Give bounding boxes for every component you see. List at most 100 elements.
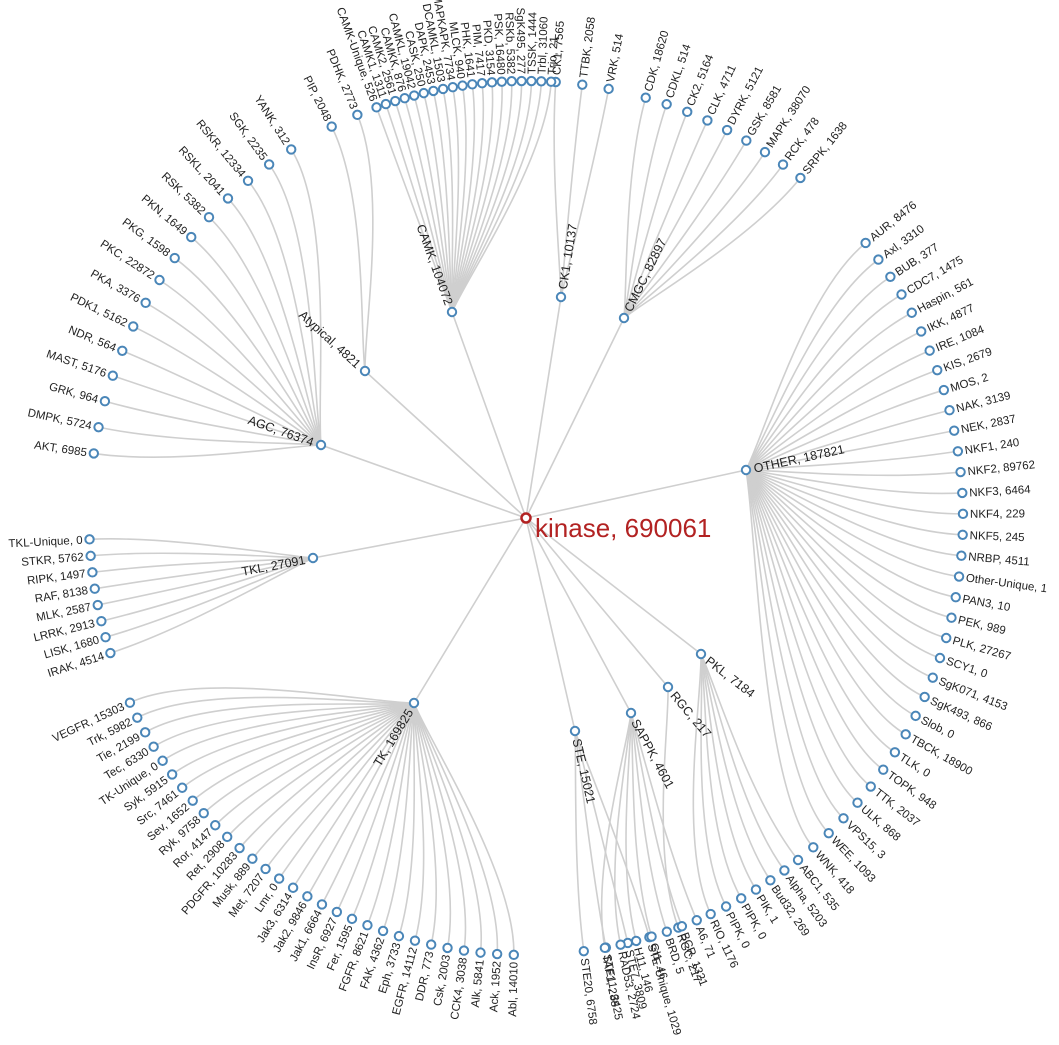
leaf-node-marker[interactable] — [765, 875, 776, 886]
leaf-node-marker[interactable] — [838, 813, 849, 824]
leaf-node-marker[interactable] — [486, 77, 498, 88]
group-node-marker[interactable] — [569, 725, 581, 737]
leaf-node-marker[interactable] — [425, 939, 437, 950]
leaf-node-marker[interactable] — [910, 710, 921, 722]
leaf-node-marker[interactable] — [210, 820, 221, 831]
leaf-node-marker[interactable] — [792, 854, 804, 866]
leaf-node-marker[interactable] — [630, 935, 642, 947]
leaf-node-ndr-564[interactable]: NDR, 564 — [66, 324, 128, 356]
leaf-node-marker[interactable] — [132, 712, 143, 723]
leaf-node-marker[interactable] — [955, 466, 966, 478]
leaf-node-alk-5841[interactable]: Alk, 5841 — [470, 947, 487, 1008]
group-node-ck1[interactable]: CK1, 10137 — [555, 223, 580, 303]
leaf-node-marker[interactable] — [950, 592, 961, 603]
leaf-node-marker[interactable] — [437, 83, 449, 95]
leaf-node-marker[interactable] — [157, 755, 168, 766]
leaf-node-marker[interactable] — [247, 853, 258, 864]
leaf-node-marker[interactable] — [107, 370, 119, 381]
leaf-node-marker[interactable] — [377, 925, 389, 937]
leaf-node-marker[interactable] — [705, 908, 716, 920]
leaf-node-marker[interactable] — [89, 583, 100, 594]
leaf-node-marker[interactable] — [956, 550, 967, 561]
leaf-node-nkf4-229[interactable]: NKF4, 229 — [957, 508, 1025, 521]
leaf-node-marker[interactable] — [458, 945, 470, 956]
group-node-marker[interactable] — [408, 697, 420, 709]
leaf-node-marker[interactable] — [578, 945, 589, 957]
leaf-node-trio-21[interactable]: Trio, 21 — [545, 36, 561, 87]
leaf-node-marker[interactable] — [795, 172, 806, 184]
leaf-node-marker[interactable] — [316, 899, 328, 910]
leaf-node-marker[interactable] — [326, 121, 337, 132]
group-node-marker[interactable] — [695, 648, 707, 660]
leaf-node-marker[interactable] — [409, 90, 420, 101]
leaf-node-marker[interactable] — [176, 782, 188, 793]
leaf-node-marker[interactable] — [496, 76, 508, 87]
leaf-node-nkf2-89762[interactable]: NKF2, 89762 — [955, 459, 1036, 478]
leaf-node-marker[interactable] — [85, 550, 96, 562]
leaf-node-marker[interactable] — [957, 487, 968, 499]
leaf-node-marker[interactable] — [447, 81, 458, 93]
leaf-node-marker[interactable] — [702, 115, 713, 126]
leaf-node-marker[interactable] — [467, 79, 478, 90]
leaf-node-marker[interactable] — [346, 913, 358, 925]
leaf-node-marker[interactable] — [491, 948, 503, 960]
leaf-node-marker[interactable] — [428, 85, 439, 97]
leaf-node-pim-7417[interactable]: PIM, 7417 — [469, 24, 488, 89]
leaf-node-tssk-1444[interactable]: TSSK, 1444 — [526, 11, 540, 87]
leaf-node-abl-14010[interactable]: Abl, 14010 — [507, 949, 521, 1017]
leaf-node-marker[interactable] — [221, 831, 233, 843]
leaf-node-marker[interactable] — [506, 76, 517, 87]
leaf-node-marker[interactable] — [661, 926, 673, 937]
leaf-node-marker[interactable] — [944, 405, 955, 416]
group-node-marker[interactable] — [625, 707, 637, 719]
group-node-marker[interactable] — [315, 439, 327, 451]
leaf-node-marker[interactable] — [615, 939, 626, 950]
leaf-node-marker[interactable] — [646, 931, 657, 942]
leaf-node-marker[interactable] — [545, 76, 557, 87]
leaf-node-marker[interactable] — [661, 99, 672, 110]
leaf-node-stkr-5762[interactable]: STKR, 5762 — [21, 550, 96, 569]
leaf-node-trbl-31060[interactable]: Trbl, 31060 — [536, 16, 551, 87]
leaf-node-marker[interactable] — [952, 446, 964, 457]
leaf-node-marker[interactable] — [603, 83, 614, 95]
leaf-node-marker[interactable] — [599, 942, 611, 954]
leaf-node-marker[interactable] — [87, 567, 98, 578]
leaf-node-marker[interactable] — [953, 571, 965, 582]
leaf-node-marker[interactable] — [915, 326, 927, 337]
leaf-node-marker[interactable] — [457, 80, 468, 91]
leaf-node-marker[interactable] — [198, 807, 209, 819]
leaf-node-mast-5176[interactable]: MAST, 5176 — [45, 348, 119, 381]
leaf-node-marker[interactable] — [777, 159, 789, 170]
leaf-node-ste20-6758[interactable]: STE20, 6758 — [578, 945, 599, 1026]
leaf-node-marker[interactable] — [676, 921, 688, 932]
leaf-node-marker[interactable] — [260, 863, 271, 875]
leaf-node-marker[interactable] — [242, 175, 254, 187]
leaf-node-ack-1952[interactable]: Ack, 1952 — [488, 948, 504, 1013]
leaf-node-marker[interactable] — [96, 615, 107, 627]
leaf-node-marker[interactable] — [808, 842, 819, 853]
leaf-node-marker[interactable] — [409, 935, 421, 946]
leaf-node-marker[interactable] — [896, 289, 907, 300]
leaf-node-psk-16480[interactable]: PSK, 16480 — [491, 13, 508, 87]
leaf-node-marker[interactable] — [273, 873, 285, 884]
leaf-node-marker[interactable] — [93, 421, 104, 433]
leaf-node-marker[interactable] — [286, 144, 297, 155]
leaf-node-marker[interactable] — [924, 345, 935, 356]
leaf-node-marker[interactable] — [117, 345, 128, 356]
leaf-node-marker[interactable] — [390, 95, 401, 107]
leaf-node-marker[interactable] — [380, 98, 392, 110]
leaf-node-marker[interactable] — [105, 647, 116, 659]
leaf-node-mos-2[interactable]: MOS, 2 — [938, 372, 990, 396]
leaf-node-marker[interactable] — [823, 827, 834, 839]
leaf-node-nkf1-240[interactable]: NKF1, 240 — [952, 437, 1021, 457]
leaf-node-marker[interactable] — [900, 729, 911, 740]
leaf-node-marker[interactable] — [331, 906, 343, 918]
leaf-node-marker[interactable] — [938, 384, 950, 396]
leaf-node-marker[interactable] — [187, 795, 198, 806]
leaf-node-marker[interactable] — [957, 529, 968, 540]
leaf-node-marker[interactable] — [124, 697, 136, 708]
leaf-node-marker[interactable] — [442, 942, 453, 954]
leaf-node-marker[interactable] — [640, 92, 651, 103]
leaf-node-marker[interactable] — [203, 211, 215, 223]
leaf-node-marker[interactable] — [889, 747, 901, 758]
